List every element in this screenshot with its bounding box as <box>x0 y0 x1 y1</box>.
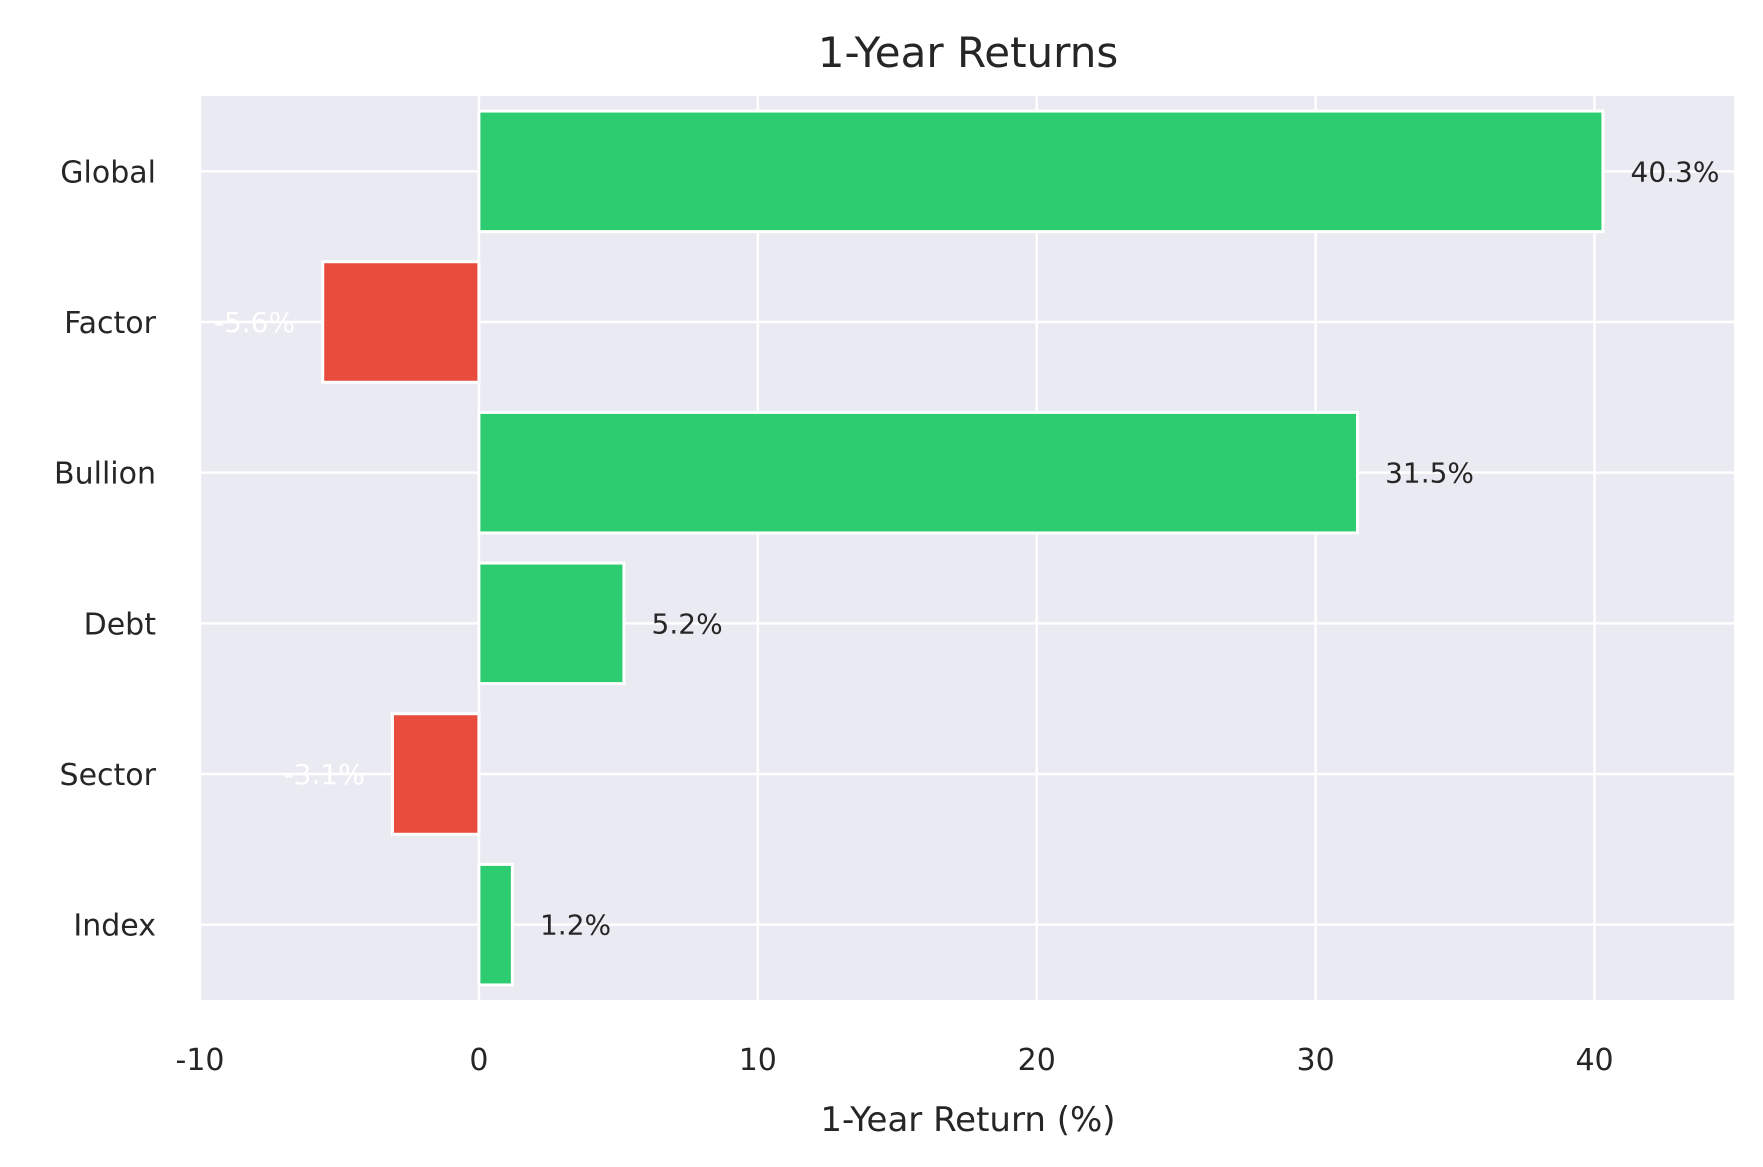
data-label-sector: -3.1% <box>284 758 365 791</box>
x-tick-label-0: -10 <box>176 1043 225 1078</box>
plot-area <box>200 96 1734 1000</box>
chart-title: 1-Year Returns <box>818 28 1118 77</box>
bar-bullion <box>477 410 1359 535</box>
x-tick-label-5: 40 <box>1575 1043 1613 1078</box>
data-label-bullion: 31.5% <box>1385 457 1474 490</box>
x-tick-labels: -10 0 10 20 30 40 <box>176 1043 1614 1078</box>
y-tick-labels: Global Factor Bullion Debt Sector Index <box>54 155 157 943</box>
data-label-factor: -5.6% <box>214 306 295 339</box>
bar-index <box>477 862 514 987</box>
data-label-debt: 5.2% <box>652 607 723 640</box>
y-tick-label-index: Index <box>73 909 156 944</box>
x-axis-label: 1-Year Return (%) <box>820 1100 1115 1140</box>
y-tick-label-bullion: Bullion <box>54 457 156 492</box>
bars <box>321 109 1605 987</box>
data-label-global: 40.3% <box>1631 155 1720 188</box>
data-labels: 40.3% -5.6% 31.5% 5.2% -3.1% 1.2% <box>214 155 1720 941</box>
y-tick-label-sector: Sector <box>60 758 157 793</box>
data-label-index: 1.2% <box>540 909 611 942</box>
x-tick-label-4: 30 <box>1297 1043 1335 1078</box>
x-tick-label-3: 20 <box>1018 1043 1056 1078</box>
x-tick-label-2: 10 <box>739 1043 777 1078</box>
bar-sector <box>390 712 481 836</box>
y-tick-label-factor: Factor <box>64 306 156 341</box>
bar-global <box>477 109 1605 234</box>
bar-factor <box>321 260 481 384</box>
bar-debt <box>477 561 626 686</box>
y-tick-label-debt: Debt <box>84 607 157 642</box>
y-tick-label-global: Global <box>60 155 156 190</box>
x-tick-label-1: 0 <box>469 1043 488 1078</box>
